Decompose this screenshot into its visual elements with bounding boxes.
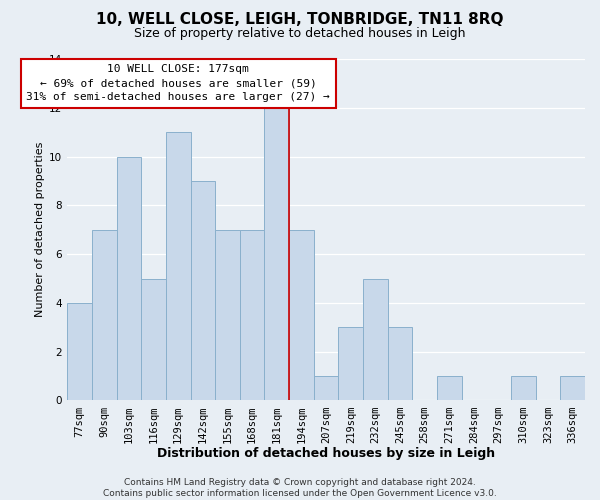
Y-axis label: Number of detached properties: Number of detached properties xyxy=(35,142,45,318)
Text: Contains HM Land Registry data © Crown copyright and database right 2024.
Contai: Contains HM Land Registry data © Crown c… xyxy=(103,478,497,498)
Text: Size of property relative to detached houses in Leigh: Size of property relative to detached ho… xyxy=(134,28,466,40)
Bar xyxy=(560,376,585,400)
X-axis label: Distribution of detached houses by size in Leigh: Distribution of detached houses by size … xyxy=(157,447,495,460)
Bar xyxy=(437,376,462,400)
Bar xyxy=(511,376,536,400)
Bar xyxy=(141,278,166,400)
Bar xyxy=(67,303,92,400)
Bar xyxy=(338,328,363,400)
Bar xyxy=(388,328,412,400)
Bar xyxy=(314,376,338,400)
Bar xyxy=(215,230,240,400)
Bar xyxy=(116,156,141,400)
Bar xyxy=(191,181,215,400)
Text: 10 WELL CLOSE: 177sqm
← 69% of detached houses are smaller (59)
31% of semi-deta: 10 WELL CLOSE: 177sqm ← 69% of detached … xyxy=(26,64,330,102)
Bar xyxy=(363,278,388,400)
Bar xyxy=(166,132,191,400)
Bar xyxy=(240,230,265,400)
Bar xyxy=(289,230,314,400)
Text: 10, WELL CLOSE, LEIGH, TONBRIDGE, TN11 8RQ: 10, WELL CLOSE, LEIGH, TONBRIDGE, TN11 8… xyxy=(96,12,504,28)
Bar xyxy=(265,108,289,401)
Bar xyxy=(92,230,116,400)
